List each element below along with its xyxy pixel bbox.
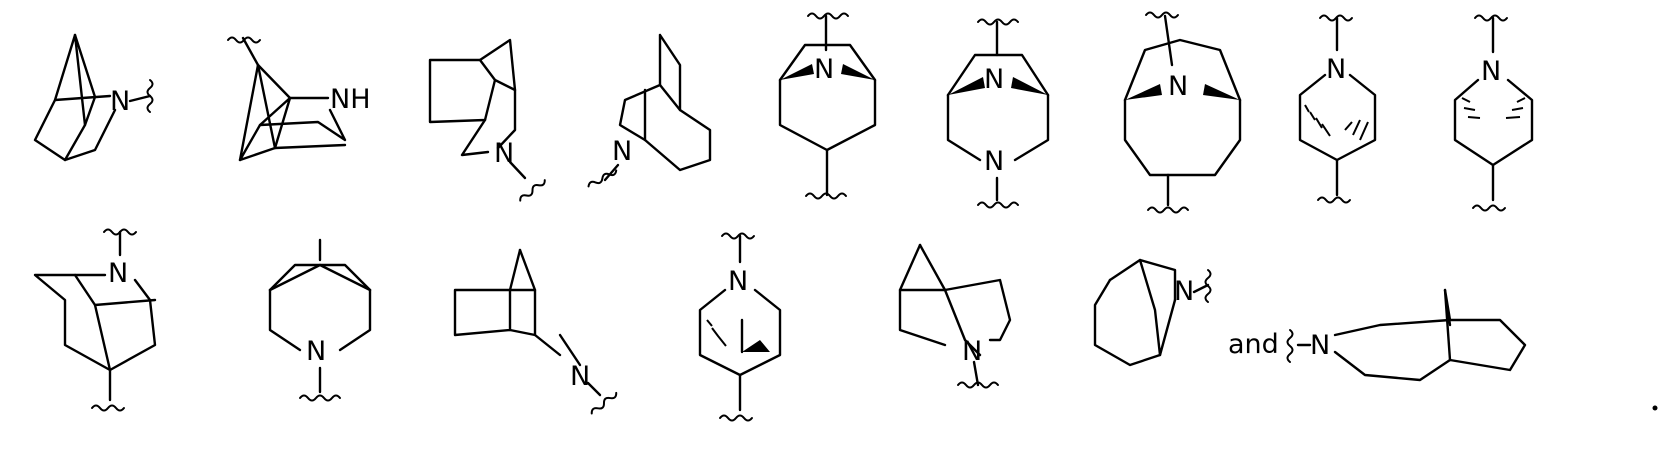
attachment-wavy-bond [720, 416, 752, 421]
atom-label: N [612, 136, 632, 167]
structure-6: N N [948, 20, 1048, 208]
structure-9: N [1455, 16, 1532, 211]
atom-label: N [984, 146, 1004, 177]
structure-10: N [35, 230, 155, 411]
structure-5: N [780, 14, 875, 199]
attachment-wavy-bond [1475, 16, 1507, 21]
attachment-wavy-bond [1288, 330, 1293, 362]
conjunction-text: and [1228, 329, 1279, 360]
atom-label: N [984, 64, 1004, 95]
attachment-wavy-bond [1473, 206, 1505, 211]
atom-label: N [1481, 56, 1501, 87]
attachment-wavy-bond [1146, 13, 1178, 18]
attachment-wavy-bond [519, 178, 547, 202]
attachment-wavy-bond [808, 14, 848, 19]
structure-4: N [587, 35, 710, 189]
structure-2: NH [228, 38, 371, 161]
structure-14: N [900, 245, 1010, 388]
atom-label: N [1326, 54, 1346, 85]
atom-label: N [1174, 276, 1194, 307]
structure-3: N [430, 40, 546, 203]
attachment-wavy-bond [1318, 198, 1350, 203]
attachment-wavy-bond [978, 203, 1018, 208]
structure-13: N [700, 234, 780, 421]
attachment-wavy-bond [92, 406, 124, 411]
atom-label: N [814, 54, 834, 85]
attachment-wavy-bond [590, 391, 618, 415]
atom-label: N [110, 86, 130, 117]
attachment-wavy-bond [1148, 208, 1188, 213]
atom-label: N [306, 336, 326, 367]
structure-12: N [455, 250, 618, 415]
attachment-wavy-bond [300, 396, 340, 401]
atom-label: N [1168, 71, 1188, 102]
atom-label: N [108, 258, 128, 289]
atom-label: N [570, 361, 590, 392]
structure-8: N [1300, 16, 1375, 203]
structure-11: N [270, 240, 370, 401]
atom-label: N [1310, 330, 1330, 361]
structure-7: N [1125, 13, 1240, 213]
attachment-wavy-bond [806, 194, 846, 199]
structure-1: N [35, 35, 153, 160]
atom-label: NH [330, 84, 371, 115]
structure-15: N [1095, 260, 1211, 365]
attachment-wavy-bond [722, 234, 754, 239]
atom-label: N [728, 266, 748, 297]
atom-label: N [962, 336, 982, 367]
structure-16: N [1288, 290, 1526, 380]
terminal-period [1653, 406, 1658, 411]
